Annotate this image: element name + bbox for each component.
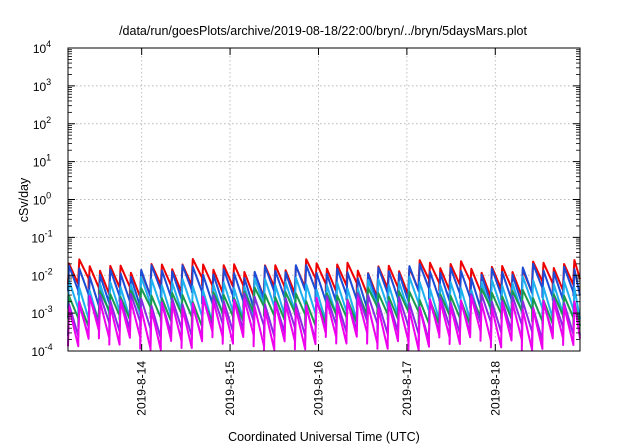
series-line [67,295,581,352]
y-tick-label: 102 [33,115,51,132]
x-axis-label: Coordinated Universal Time (UTC) [228,430,420,444]
y-axis-label: cSv/day [17,177,31,222]
x-tick-label: 2019-8-16 [311,361,325,416]
y-tick-label: 10-3 [31,304,52,321]
y-tick-label: 10-4 [31,342,52,359]
x-tick-label: 2019-8-15 [223,361,237,416]
x-tick-label: 2019-8-18 [488,361,502,416]
chart-title: /data/run/goesPlots/archive/2019-08-18/2… [119,24,527,38]
x-axis: 2019-8-14 2019-8-15 2019-8-16 2019-8-17 2019… [135,48,502,416]
y-axis: 10-4 10-3 10-2 10-1 100 101 102 103 104 [31,39,580,359]
y-tick-label: 104 [33,39,51,56]
y-tick-label: 10-1 [31,228,52,245]
x-tick-label: 2019-8-17 [400,361,414,416]
y-tick-label: 100 [33,191,51,208]
y-tick-label: 101 [33,153,51,170]
y-tick-label: 103 [33,77,51,94]
y-tick-label: 10-2 [31,266,52,283]
series-layer [67,258,581,352]
x-tick-label: 2019-8-14 [135,361,149,416]
